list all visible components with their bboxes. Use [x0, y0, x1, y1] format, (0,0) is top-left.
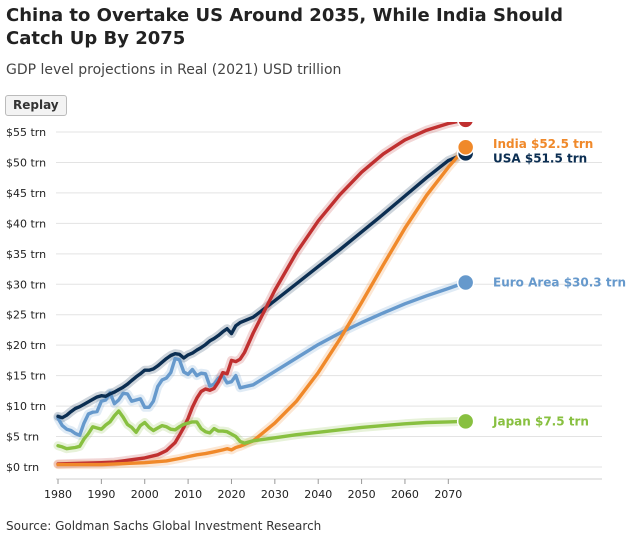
end-marker-japan — [456, 412, 475, 431]
end-label-usa: USA $51.5 trn — [493, 151, 587, 165]
line-chart: $0 trn $5 trn $10 trn $15 trn $20 trn $25 trn… — [6, 108, 626, 501]
replay-button[interactable]: Replay — [5, 95, 67, 116]
end-label-india: India $52.5 trn — [493, 137, 593, 151]
chart-area: $0 trn $5 trn $10 trn $15 trn $20 trn $25 trn… — [0, 108, 631, 512]
end-marker-china — [456, 111, 475, 129]
x-tick-label: 1980 — [44, 488, 72, 501]
x-tick-label: 2000 — [131, 488, 159, 501]
chart-title: China to Overtake US Around 2035, While … — [6, 5, 563, 49]
y-tick-label: $15 trn — [6, 370, 46, 383]
x-tick-label: 2030 — [261, 488, 289, 501]
chart-subtitle: GDP level projections in Real (2021) USD… — [6, 62, 342, 78]
end-label-japan: Japan $7.5 trn — [492, 414, 589, 428]
source-note: Source: Goldman Sachs Global Investment … — [6, 519, 322, 533]
series-line-india — [56, 145, 468, 467]
x-tick-label: 2040 — [304, 488, 332, 501]
series-line-china — [56, 118, 468, 466]
end-marker-india — [456, 138, 475, 156]
y-tick-label: $5 trn — [6, 431, 39, 444]
y-tick-label: $50 trn — [6, 156, 46, 169]
end-label-euro-area: Euro Area $30.3 trn — [493, 275, 626, 289]
y-tick-label: $55 trn — [6, 126, 46, 139]
y-tick-label: $10 trn — [6, 400, 46, 413]
y-tick-label: $20 trn — [6, 339, 46, 352]
x-tick-label: 1990 — [87, 488, 115, 501]
x-tick-label: 2020 — [217, 488, 245, 501]
series-line-japan — [56, 409, 468, 451]
y-tick-label: $45 trn — [6, 187, 46, 200]
x-tick-label: 2060 — [391, 488, 419, 501]
y-tick-label: $0 trn — [6, 461, 39, 474]
y-tick-label: $25 trn — [6, 309, 46, 322]
x-tick-label: 2010 — [174, 488, 202, 501]
x-tick-label: 2070 — [434, 488, 462, 501]
x-tick-label: 2050 — [348, 488, 376, 501]
series-line-euro-area — [56, 280, 468, 437]
end-marker-euro-area — [456, 273, 475, 292]
series-line-usa — [56, 151, 468, 420]
y-tick-label: $35 trn — [6, 248, 46, 261]
y-tick-label: $30 trn — [6, 278, 46, 291]
y-tick-label: $40 trn — [6, 217, 46, 230]
